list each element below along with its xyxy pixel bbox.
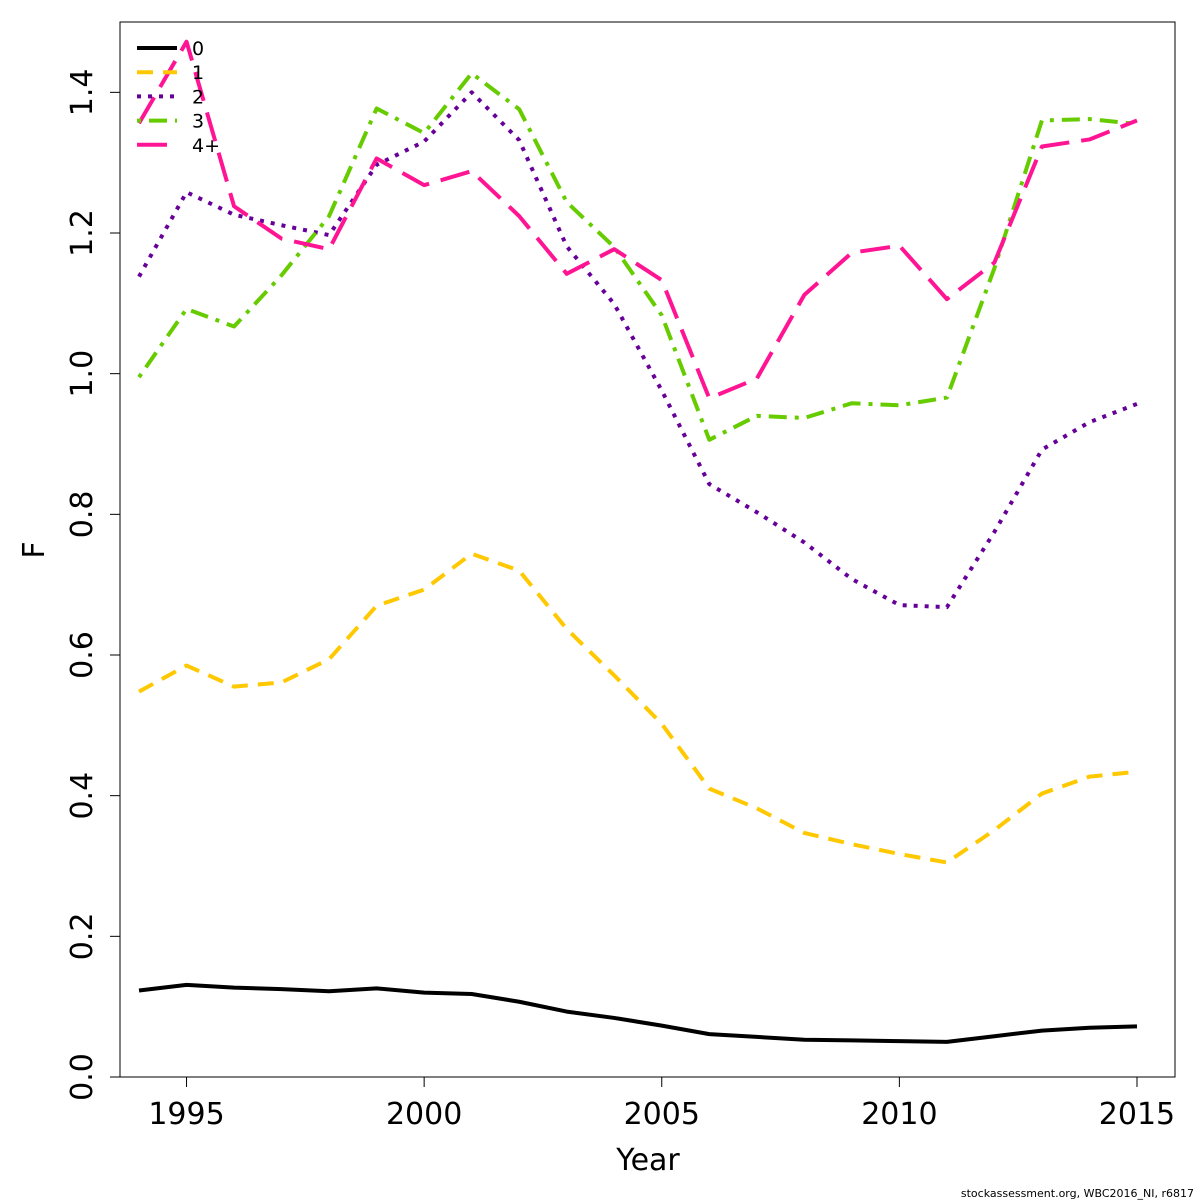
y-tick-label: 1.4 (65, 68, 100, 116)
y-tick-label: 0.4 (65, 772, 100, 820)
y-axis: 0.0 0.2 0.4 0.6 0.8 1.0 1.2 1.4 (65, 68, 120, 1101)
series-line-1 (138, 551, 1138, 865)
y-tick-label: 0.2 (65, 912, 100, 960)
x-axis-title: Year (615, 1143, 680, 1178)
plot-frame (119, 21, 1176, 1078)
series-line-4plus (137, 39, 1138, 401)
x-tick-label: 2000 (386, 1097, 462, 1132)
x-axis: 1995 2000 2005 2010 2015 (148, 1077, 1175, 1132)
series-layer (137, 39, 1138, 1044)
series-line-2 (137, 90, 1138, 610)
credit-text: stockassessment.org, WBC2016_NI, r6817 (961, 1187, 1194, 1200)
series-line-3 (137, 71, 1138, 442)
x-tick-label: 1995 (148, 1097, 224, 1132)
x-tick-label: 2005 (624, 1097, 700, 1132)
series-line-0 (138, 982, 1138, 1044)
y-tick-label: 1.2 (65, 209, 100, 257)
legend-label: 4+ (192, 135, 220, 157)
legend-label: 2 (192, 86, 204, 108)
y-tick-label: 0.0 (65, 1053, 100, 1101)
legend-label: 1 (192, 62, 204, 84)
y-tick-label: 1.0 (65, 350, 100, 398)
x-tick-label: 2010 (861, 1097, 937, 1132)
y-axis-title: F (17, 541, 52, 558)
x-tick-label: 2015 (1099, 1097, 1175, 1132)
y-tick-label: 0.8 (65, 490, 100, 538)
legend-label: 3 (192, 111, 204, 133)
legend: 012 34+ (137, 38, 220, 157)
y-tick-label: 0.6 (65, 631, 100, 679)
legend-label: 0 (192, 38, 204, 60)
